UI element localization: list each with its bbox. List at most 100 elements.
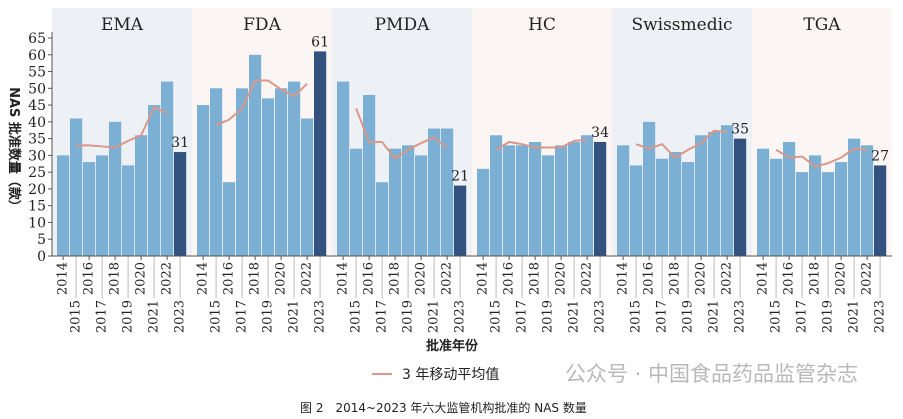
- bar: [757, 148, 770, 256]
- bar: [389, 148, 402, 256]
- x-tick-label: 2022: [860, 262, 875, 295]
- bar: [617, 145, 630, 256]
- x-tick-label: 2018: [108, 262, 123, 295]
- bar: [83, 162, 96, 256]
- bar: [490, 135, 503, 256]
- x-tick-label: 2016: [222, 262, 237, 295]
- y-tick-label: 60: [28, 48, 46, 64]
- bar: [529, 141, 542, 256]
- bar: [669, 152, 682, 256]
- y-axis-label: NAS 批准数量（款）: [6, 87, 22, 213]
- figure-caption: 图 2 2014~2023 年六大监管机构批准的 NAS 数量: [300, 401, 587, 415]
- moving-average-line: [775, 147, 868, 168]
- y-tick-label: 50: [28, 81, 46, 97]
- x-tick-label: 2018: [668, 262, 683, 295]
- bar: [236, 88, 249, 256]
- bar: [415, 155, 428, 256]
- bar: [643, 121, 656, 256]
- x-tick-label: 2019: [121, 300, 136, 333]
- legend-label: 3 年移动平均值: [402, 367, 499, 383]
- x-tick-label: 2015: [489, 300, 504, 333]
- x-tick-label: 2015: [349, 300, 364, 333]
- data-label: 21: [451, 169, 469, 185]
- watermark: 公众号 · 中国食品药品监管杂志: [565, 362, 859, 386]
- bar: [708, 131, 721, 256]
- x-tick-label: 2022: [440, 262, 455, 295]
- x-tick-label: 2018: [528, 262, 543, 295]
- moving-average-line: [76, 106, 168, 149]
- panel-title: PMDA: [375, 15, 430, 35]
- bar: [734, 138, 747, 256]
- x-tick-label: 2018: [388, 262, 403, 295]
- x-tick-label: 2023: [453, 300, 468, 333]
- bar: [721, 125, 734, 256]
- bar: [796, 172, 809, 256]
- y-tick-label: 20: [28, 182, 46, 198]
- bar: [135, 135, 148, 256]
- x-tick-label: 2016: [642, 262, 657, 295]
- bar: [874, 165, 887, 256]
- y-tick-label: 40: [28, 115, 46, 131]
- x-tick-label: 2019: [541, 300, 556, 333]
- x-tick-label: 2020: [134, 262, 149, 295]
- x-tick-label: 2015: [209, 300, 224, 333]
- bar: [288, 81, 301, 256]
- moving-average-line: [355, 108, 448, 161]
- bar: [301, 118, 314, 256]
- panel-title: HC: [528, 15, 556, 35]
- x-tick-label: 2015: [69, 300, 84, 333]
- moving-average-line: [495, 138, 588, 151]
- x-tick-label: 2021: [287, 300, 302, 333]
- bar: [337, 81, 350, 256]
- bar: [809, 155, 822, 256]
- x-tick-label: 2023: [733, 300, 748, 333]
- y-tick-label: 25: [28, 165, 46, 181]
- bar: [402, 145, 415, 256]
- x-tick-label: 2017: [95, 300, 110, 333]
- x-tick-label: 2019: [401, 300, 416, 333]
- x-tick-label: 2022: [300, 262, 315, 295]
- bar: [262, 98, 275, 256]
- x-tick-label: 2022: [160, 262, 175, 295]
- bar: [568, 141, 581, 256]
- bar: [477, 168, 490, 256]
- x-tick-label: 2014: [756, 262, 771, 295]
- x-tick-label: 2014: [336, 262, 351, 295]
- x-tick-label: 2021: [847, 300, 862, 333]
- bar: [695, 135, 708, 256]
- x-tick-label: 2014: [616, 262, 631, 295]
- x-tick-label: 2021: [427, 300, 442, 333]
- bar: [57, 155, 70, 256]
- x-tick-label: 2023: [313, 300, 328, 333]
- data-label: 31: [171, 135, 189, 151]
- x-tick-label: 2016: [362, 262, 377, 295]
- x-tick-label: 2015: [769, 300, 784, 333]
- data-label: 61: [311, 34, 329, 50]
- bar: [148, 105, 161, 256]
- panel-title: Swissmedic: [631, 15, 732, 35]
- x-tick-label: 2022: [580, 262, 595, 295]
- bar: [96, 155, 109, 256]
- x-tick-label: 2022: [720, 262, 735, 295]
- data-label: 34: [591, 125, 609, 141]
- x-tick-label: 2020: [834, 262, 849, 295]
- data-label: 35: [731, 122, 749, 138]
- x-tick-label: 2017: [235, 300, 250, 333]
- moving-average-line: [635, 129, 728, 159]
- x-tick-label: 2020: [414, 262, 429, 295]
- panel-title: FDA: [243, 15, 281, 35]
- x-tick-label: 2023: [593, 300, 608, 333]
- x-tick-label: 2016: [782, 262, 797, 295]
- bar: [376, 182, 389, 256]
- x-tick-label: 2017: [795, 300, 810, 333]
- bar: [542, 155, 555, 256]
- bar: [555, 145, 568, 256]
- bar: [682, 162, 695, 256]
- bar: [441, 128, 454, 256]
- bar: [210, 88, 223, 256]
- x-tick-label: 2019: [681, 300, 696, 333]
- y-tick-label: 10: [28, 215, 46, 231]
- x-tick-label: 2017: [655, 300, 670, 333]
- y-tick-label: 15: [28, 199, 46, 215]
